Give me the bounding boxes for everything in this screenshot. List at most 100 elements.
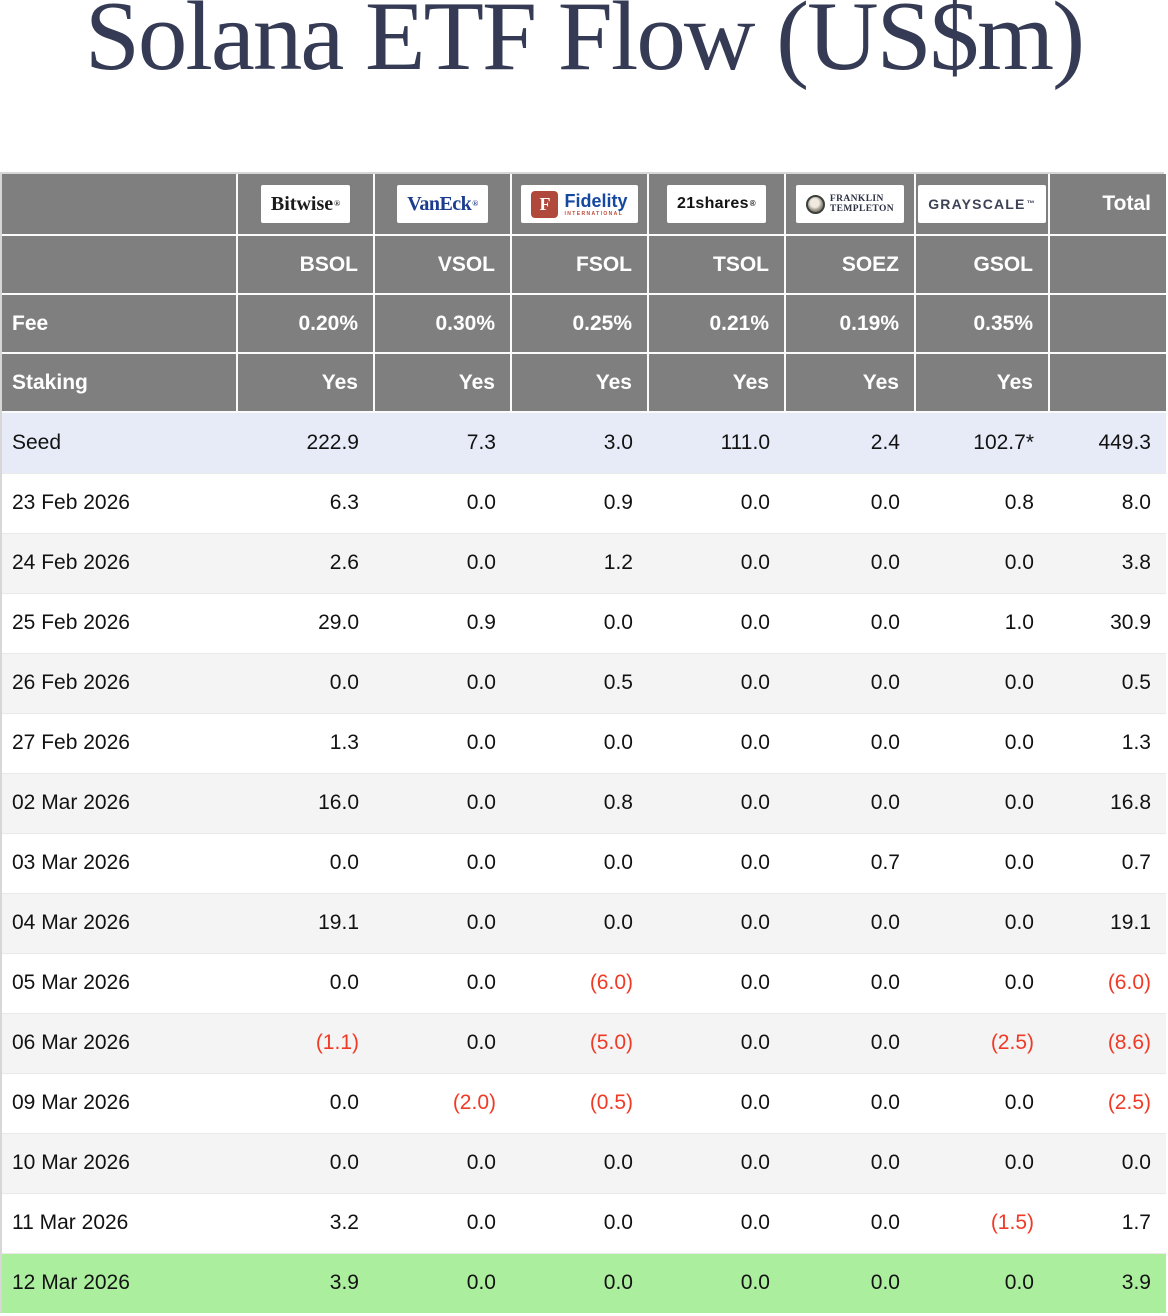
flow-total-cell: 0.7 — [1049, 832, 1166, 893]
flow-value-cell-BSOL: 0.0 — [237, 952, 374, 1013]
flow-value-cell-BSOL: 3.2 — [237, 1192, 374, 1253]
date-cell: 06 Mar 2026 — [2, 1012, 237, 1073]
flow-value-cell-VSOL: 0.0 — [374, 1252, 511, 1313]
flow-total-cell: 0.5 — [1049, 652, 1166, 713]
flow-value-cell-TSOL: 0.0 — [648, 652, 785, 713]
flow-row: 26 Feb 2026 0.0 0.0 0.5 0.0 0.0 0.0 0.5 — [2, 652, 1166, 713]
date-cell: 27 Feb 2026 — [2, 712, 237, 773]
flow-value-cell-BSOL: 6.3 — [237, 472, 374, 533]
flow-value-cell-TSOL: 0.0 — [648, 772, 785, 833]
flow-value-cell-VSOL: 0.0 — [374, 532, 511, 593]
seed-total-cell: 449.3 — [1049, 412, 1166, 473]
provider-logo-cell-franklin: FRANKLIN TEMPLETON — [784, 174, 916, 236]
franklin-templeton-wordmark: FRANKLIN TEMPLETON — [830, 194, 894, 215]
seed-value-cell-SOEZ: 2.4 — [785, 412, 915, 473]
flow-value-cell-BSOL: 29.0 — [237, 592, 374, 653]
bitwise-logo: Bitwise ® — [260, 185, 351, 223]
flow-row: 09 Mar 2026 0.0 (2.0) (0.5) 0.0 0.0 0.0 (2.5) — [2, 1072, 1166, 1133]
flow-value-cell-BSOL: 0.0 — [237, 832, 374, 893]
flow-value-cell-TSOL: 0.0 — [648, 592, 785, 653]
ticker-cell-SOEZ: SOEZ — [784, 234, 916, 295]
flow-value-cell-FSOL: (5.0) — [511, 1012, 648, 1073]
flow-value-cell-VSOL: 0.0 — [374, 652, 511, 713]
flow-value-cell-TSOL: 0.0 — [648, 1192, 785, 1253]
flow-total-cell: 1.3 — [1049, 712, 1166, 773]
flow-row: 23 Feb 2026 6.3 0.0 0.9 0.0 0.0 0.8 8.0 — [2, 472, 1166, 533]
flow-value-cell-VSOL: 0.0 — [374, 1192, 511, 1253]
flow-value-cell-SOEZ: 0.0 — [785, 1072, 915, 1133]
flow-value-cell-VSOL: 0.0 — [374, 892, 511, 953]
staking-cell-TSOL: Yes — [647, 352, 786, 413]
fee-cell-BSOL: 0.20% — [236, 293, 375, 354]
date-cell: 12 Mar 2026 — [2, 1252, 237, 1313]
flow-value-cell-VSOL: 0.0 — [374, 952, 511, 1013]
flow-value-cell-GSOL: 0.8 — [915, 472, 1049, 533]
flow-value-cell-GSOL: 0.0 — [915, 532, 1049, 593]
flow-total-cell: 1.7 — [1049, 1192, 1166, 1253]
fee-cell-FSOL: 0.25% — [510, 293, 649, 354]
franklin-templeton-logo: FRANKLIN TEMPLETON — [795, 185, 905, 223]
flow-total-cell: (8.6) — [1049, 1012, 1166, 1073]
flow-value-cell-SOEZ: 0.0 — [785, 652, 915, 713]
staking-cell-VSOL: Yes — [373, 352, 512, 413]
templeton-line: TEMPLETON — [829, 204, 895, 214]
flow-value-cell-GSOL: 0.0 — [915, 652, 1049, 713]
flow-row: 06 Mar 2026 (1.1) 0.0 (5.0) 0.0 0.0 (2.5) (8.6) — [2, 1012, 1166, 1073]
flow-value-cell-BSOL: 0.0 — [237, 652, 374, 713]
fee-row: Fee 0.20% 0.30% 0.25% 0.21% 0.19% 0.35% — [2, 293, 1166, 354]
flow-value-cell-SOEZ: 0.0 — [785, 472, 915, 533]
flow-value-cell-SOEZ: 0.0 — [785, 532, 915, 593]
ticker-row-empty-label — [2, 234, 238, 295]
flow-value-cell-GSOL: 0.0 — [915, 712, 1049, 773]
flow-total-cell: (6.0) — [1049, 952, 1166, 1013]
flow-value-cell-TSOL: 0.0 — [648, 532, 785, 593]
flow-value-cell-SOEZ: 0.0 — [785, 1252, 915, 1313]
fee-cell-TSOL: 0.21% — [647, 293, 786, 354]
ticker-row-total-empty — [1048, 234, 1166, 295]
fidelity-logo-group: F Fidelity INTERNATIONAL — [531, 190, 628, 218]
fidelity-f-icon: F — [531, 190, 559, 218]
provider-logo-cell-bitwise: Bitwise ® — [236, 174, 375, 236]
flow-value-cell-BSOL: 3.9 — [237, 1252, 374, 1313]
flow-value-cell-BSOL: (1.1) — [237, 1012, 374, 1073]
flow-value-cell-SOEZ: 0.0 — [785, 712, 915, 773]
flow-value-cell-VSOL: 0.9 — [374, 592, 511, 653]
flow-row: 10 Mar 2026 0.0 0.0 0.0 0.0 0.0 0.0 0.0 — [2, 1132, 1166, 1193]
flow-total-cell: 8.0 — [1049, 472, 1166, 533]
flow-row: 25 Feb 2026 29.0 0.9 0.0 0.0 0.0 1.0 30.9 — [2, 592, 1166, 653]
flow-row: 24 Feb 2026 2.6 0.0 1.2 0.0 0.0 0.0 3.8 — [2, 532, 1166, 593]
flow-value-cell-FSOL: 0.9 — [511, 472, 648, 533]
franklin-emblem-icon — [805, 194, 825, 214]
ticker-cell-GSOL: GSOL — [914, 234, 1050, 295]
flow-value-cell-GSOL: 0.0 — [915, 952, 1049, 1013]
flow-row: 27 Feb 2026 1.3 0.0 0.0 0.0 0.0 0.0 1.3 — [2, 712, 1166, 773]
provider-logo-cell-fidelity: F Fidelity INTERNATIONAL — [510, 174, 649, 236]
flow-value-cell-GSOL: (1.5) — [915, 1192, 1049, 1253]
date-cell: 04 Mar 2026 — [2, 892, 237, 953]
flow-total-cell: 0.0 — [1049, 1132, 1166, 1193]
flow-value-cell-GSOL: 0.0 — [915, 892, 1049, 953]
staking-cell-SOEZ: Yes — [784, 352, 916, 413]
flow-value-cell-GSOL: 0.0 — [915, 772, 1049, 833]
ticker-cell-VSOL: VSOL — [373, 234, 512, 295]
flow-value-cell-VSOL: 0.0 — [374, 772, 511, 833]
date-cell: 24 Feb 2026 — [2, 532, 237, 593]
flow-row: 12 Mar 2026 3.9 0.0 0.0 0.0 0.0 0.0 3.9 — [2, 1252, 1166, 1313]
flow-value-cell-SOEZ: 0.0 — [785, 1012, 915, 1073]
provider-logo-row: Bitwise ® VanEck ® F Fidelity INTERNATIONAL 21s… — [2, 174, 1166, 236]
franklin-templeton-logo-group: FRANKLIN TEMPLETON — [805, 194, 894, 215]
flow-value-cell-FSOL: 0.0 — [511, 592, 648, 653]
fidelity-wordmark: Fidelity — [564, 190, 628, 211]
flow-value-cell-BSOL: 0.0 — [237, 1132, 374, 1193]
flow-value-cell-TSOL: 0.0 — [648, 832, 785, 893]
staking-cell-GSOL: Yes — [914, 352, 1050, 413]
ticker-cell-FSOL: FSOL — [510, 234, 649, 295]
flow-total-cell: 3.9 — [1049, 1252, 1166, 1313]
flow-value-cell-FSOL: 0.0 — [511, 1192, 648, 1253]
flow-value-cell-TSOL: 0.0 — [648, 1132, 785, 1193]
page-title: Solana ETF Flow (US$m) — [84, 0, 1085, 91]
flow-value-cell-BSOL: 0.0 — [237, 1072, 374, 1133]
flow-value-cell-SOEZ: 0.0 — [785, 952, 915, 1013]
provider-logo-cell-vaneck: VanEck ® — [373, 174, 512, 236]
